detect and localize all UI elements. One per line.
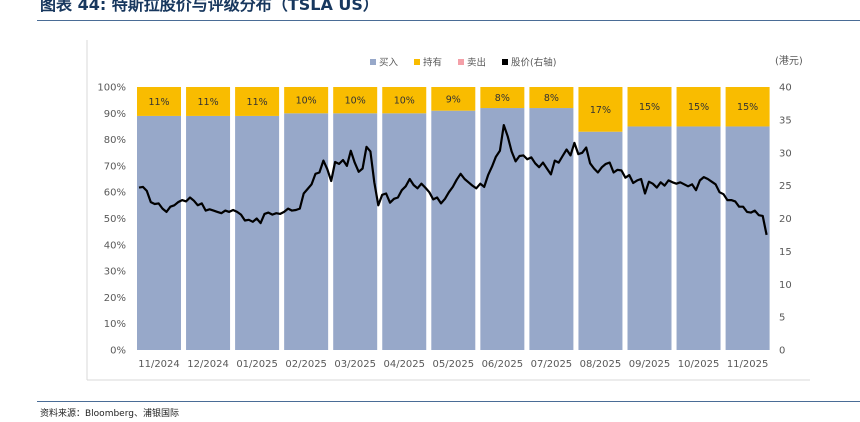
y-left-tick: 40% bbox=[104, 240, 126, 251]
chart-title: 图表 44: 特斯拉股价与评级分布（TSLA US） bbox=[40, 0, 379, 14]
x-tick-label: 10/2025 bbox=[678, 359, 720, 370]
bar-持有-06/2025 bbox=[480, 87, 525, 109]
x-tick-label: 01/2025 bbox=[236, 359, 278, 370]
hold-share-label: 15% bbox=[737, 102, 758, 113]
y-left-tick: 100% bbox=[97, 83, 126, 94]
y-left-tick: 60% bbox=[104, 188, 126, 199]
y-left-tick: 90% bbox=[104, 109, 126, 120]
hold-share-label: 11% bbox=[197, 97, 218, 108]
bar-买入-04/2025 bbox=[382, 113, 427, 350]
bar-持有-10/2025 bbox=[676, 87, 721, 127]
x-tick-label: 08/2025 bbox=[580, 359, 622, 370]
y-left-tick: 10% bbox=[104, 319, 126, 330]
x-tick-label: 03/2025 bbox=[334, 359, 376, 370]
y-left-tick: 50% bbox=[104, 214, 126, 225]
x-tick-label: 07/2025 bbox=[531, 359, 573, 370]
right-axis-unit: (港元) bbox=[775, 55, 803, 67]
bar-持有-09/2025 bbox=[627, 87, 672, 127]
x-tick-label: 02/2025 bbox=[285, 359, 327, 370]
bar-持有-11/2025 bbox=[725, 87, 770, 127]
bar-买入-11/2024 bbox=[137, 115, 181, 351]
bar-持有-01/2025 bbox=[235, 87, 280, 116]
bar-持有-03/2025 bbox=[333, 87, 378, 114]
bar-买入-10/2025 bbox=[676, 126, 721, 350]
y-left-tick: 80% bbox=[104, 135, 126, 146]
bar-持有-05/2025 bbox=[431, 87, 476, 111]
x-tick-label: 09/2025 bbox=[629, 359, 671, 370]
hold-share-label: 10% bbox=[394, 96, 415, 107]
bar-买入-06/2025 bbox=[480, 108, 525, 350]
y-right-tick: 0 bbox=[779, 346, 785, 357]
bar-买入-08/2025 bbox=[578, 131, 623, 350]
hold-share-label: 15% bbox=[688, 102, 709, 113]
legend-label: 买入 bbox=[379, 58, 399, 69]
top-divider bbox=[37, 20, 860, 21]
y-right-tick: 10 bbox=[779, 280, 792, 291]
hold-share-label: 8% bbox=[544, 93, 559, 104]
y-left-tick: 30% bbox=[104, 267, 126, 278]
bar-买入-07/2025 bbox=[529, 108, 574, 350]
bar-持有-07/2025 bbox=[529, 87, 574, 109]
x-tick-label: 11/2025 bbox=[727, 359, 769, 370]
hold-share-label: 11% bbox=[148, 97, 169, 108]
legend-swatch bbox=[370, 59, 376, 65]
legend-swatch bbox=[458, 59, 464, 65]
bar-持有-08/2025 bbox=[578, 87, 623, 132]
x-tick-label: 05/2025 bbox=[433, 359, 475, 370]
y-left-tick: 0% bbox=[110, 346, 126, 357]
hold-share-label: 11% bbox=[247, 97, 268, 108]
y-right-tick: 5 bbox=[779, 313, 785, 324]
hold-share-label: 10% bbox=[345, 96, 366, 107]
y-right-tick: 30 bbox=[779, 148, 792, 159]
source-note: 资料来源：Bloomberg、浦银国际 bbox=[40, 409, 179, 419]
legend-label: 股价(右轴) bbox=[511, 57, 556, 69]
y-left-tick: 70% bbox=[104, 161, 126, 172]
bar-买入-03/2025 bbox=[333, 113, 378, 350]
legend: 买入 持有 卖出 股价(右轴) bbox=[370, 57, 556, 69]
legend-swatch bbox=[414, 59, 420, 65]
x-tick-label: 11/2024 bbox=[138, 359, 180, 370]
bar-持有-04/2025 bbox=[382, 87, 427, 114]
y-right-tick: 15 bbox=[779, 247, 792, 258]
y-right-tick: 35 bbox=[779, 115, 792, 126]
bar-持有-11/2024 bbox=[137, 87, 181, 116]
bar-持有-02/2025 bbox=[284, 87, 329, 114]
y-right-tick: 20 bbox=[779, 214, 792, 225]
hold-share-label: 17% bbox=[590, 105, 611, 116]
hold-share-label: 8% bbox=[495, 93, 510, 104]
rating-price-chart: 买入 持有 卖出 股价(右轴) (港元) 11% 11% 11% 10% 10% 10% 9% 8%… bbox=[86, 40, 810, 381]
bar-买入-09/2025 bbox=[627, 126, 672, 350]
legend-swatch bbox=[502, 59, 508, 65]
price-line bbox=[138, 124, 768, 236]
x-tick-label: 06/2025 bbox=[482, 359, 524, 370]
bar-买入-12/2024 bbox=[186, 115, 231, 351]
y-left-tick: 20% bbox=[104, 293, 126, 304]
legend-label: 持有 bbox=[423, 57, 442, 69]
bar-买入-11/2025 bbox=[725, 126, 770, 350]
bar-买入-05/2025 bbox=[431, 110, 476, 350]
hold-share-label: 10% bbox=[296, 96, 317, 107]
x-tick-label: 12/2024 bbox=[187, 359, 229, 370]
x-tick-label: 04/2025 bbox=[383, 359, 425, 370]
bar-买入-02/2025 bbox=[284, 113, 329, 350]
y-right-tick: 40 bbox=[779, 83, 792, 94]
bottom-divider bbox=[37, 401, 860, 402]
hold-share-label: 9% bbox=[446, 94, 461, 105]
bar-持有-12/2024 bbox=[186, 87, 231, 116]
y-right-tick: 25 bbox=[779, 181, 792, 192]
legend-label: 卖出 bbox=[467, 57, 486, 69]
hold-share-label: 15% bbox=[639, 102, 660, 113]
bar-买入-01/2025 bbox=[235, 115, 280, 351]
